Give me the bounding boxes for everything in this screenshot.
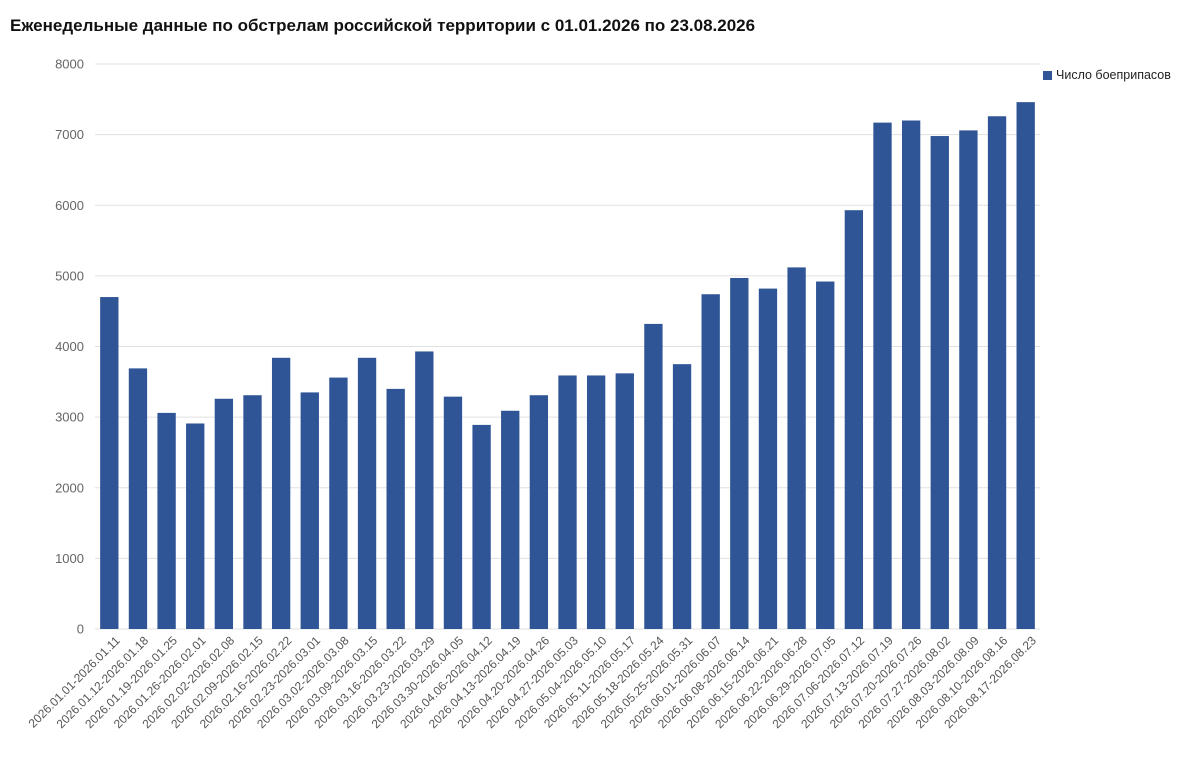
y-tick-label: 2000: [55, 480, 84, 495]
bar: [529, 395, 549, 629]
y-tick-label: 8000: [55, 57, 84, 72]
y-tick-label: 7000: [55, 127, 84, 142]
x-axis: 2026.01.01-2026.01.112026.01.12-2026.01.…: [26, 633, 1040, 731]
bar: [243, 395, 262, 629]
chart-title: Еженедельные данные по обстрелам российс…: [10, 16, 756, 35]
legend-swatch: [1043, 70, 1052, 80]
bar: [329, 377, 348, 629]
y-tick-label: 0: [77, 622, 84, 637]
bar: [586, 375, 606, 629]
bar: [443, 396, 463, 629]
bar: [930, 136, 949, 630]
bar: [271, 357, 291, 629]
bar: [558, 375, 577, 629]
legend-label: Число боеприпасов: [1056, 68, 1171, 82]
bar: [501, 410, 520, 629]
y-tick-label: 4000: [55, 339, 84, 354]
bar: [186, 423, 205, 629]
bar: [730, 277, 749, 629]
bars: [100, 102, 1035, 630]
bar: [300, 392, 319, 629]
bar: [873, 122, 892, 630]
bar: [672, 364, 692, 629]
bar: [701, 294, 720, 629]
y-axis: 0 1000 2000 3000 4000 5000 6000 7000 8000: [55, 57, 84, 637]
y-tick-label: 3000: [55, 410, 84, 425]
bar: [415, 351, 434, 629]
bar: [615, 373, 634, 629]
bar: [901, 120, 921, 629]
bar: [386, 388, 405, 630]
y-tick-label: 5000: [55, 268, 84, 283]
y-tick-label: 6000: [55, 198, 84, 213]
bar: [1016, 102, 1035, 629]
legend: Число боеприпасов: [1043, 68, 1171, 82]
bar: [987, 116, 1007, 629]
bar: [787, 267, 806, 629]
bar: [758, 288, 778, 629]
bar: [472, 424, 491, 629]
bar: [214, 398, 234, 629]
bar: [157, 412, 176, 629]
bar: [844, 210, 864, 629]
bar: [959, 130, 978, 629]
bar: [100, 297, 119, 629]
y-tick-label: 1000: [55, 551, 84, 566]
bar: [357, 357, 377, 629]
bar: [816, 281, 835, 629]
bar: [128, 368, 148, 629]
bar: [644, 323, 663, 629]
